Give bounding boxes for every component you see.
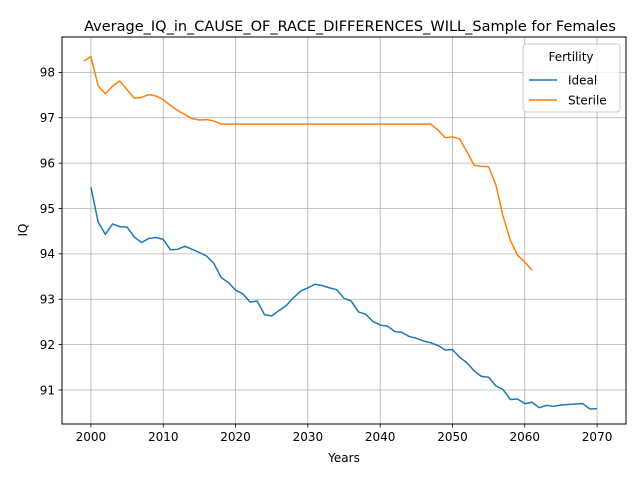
- series-line-sterile: [83, 55, 533, 271]
- legend: Fertility Ideal Sterile: [522, 43, 621, 113]
- x-tick-label: 2070: [582, 430, 613, 444]
- x-tick-label: 2010: [148, 430, 179, 444]
- x-tick-label: 2030: [293, 430, 324, 444]
- y-tick-label: 96: [40, 156, 55, 170]
- y-tick-label: 95: [40, 202, 55, 216]
- x-tick-label: 2000: [76, 430, 107, 444]
- y-tick-label: 97: [40, 111, 55, 125]
- y-tick-label: 91: [40, 383, 55, 397]
- series-line-ideal: [90, 187, 598, 410]
- legend-box: [522, 43, 621, 113]
- x-tick-label: 2060: [509, 430, 540, 444]
- x-axis-ticks: 2000 2010 2020 2030 2040 2050 2060 2070: [76, 424, 613, 444]
- legend-title: Fertility: [548, 50, 593, 64]
- y-axis-ticks: 91 92 93 94 95 96 97 98: [40, 66, 62, 397]
- x-axis-label: Years: [327, 451, 360, 465]
- y-tick-label: 93: [40, 293, 55, 307]
- series-lines: [83, 55, 598, 410]
- y-tick-label: 94: [40, 247, 55, 261]
- legend-label-ideal: Ideal: [568, 73, 597, 87]
- x-tick-label: 2040: [365, 430, 396, 444]
- y-axis-label: IQ: [16, 224, 30, 237]
- y-tick-label: 92: [40, 338, 55, 352]
- y-tick-label: 98: [40, 66, 55, 80]
- x-tick-label: 2050: [437, 430, 468, 444]
- x-tick-label: 2020: [220, 430, 251, 444]
- plot-frame: [61, 36, 627, 425]
- legend-label-sterile: Sterile: [568, 93, 607, 107]
- chart-title: Average_IQ_in_CAUSE_OF_RACE_DIFFERENCES_…: [84, 19, 616, 35]
